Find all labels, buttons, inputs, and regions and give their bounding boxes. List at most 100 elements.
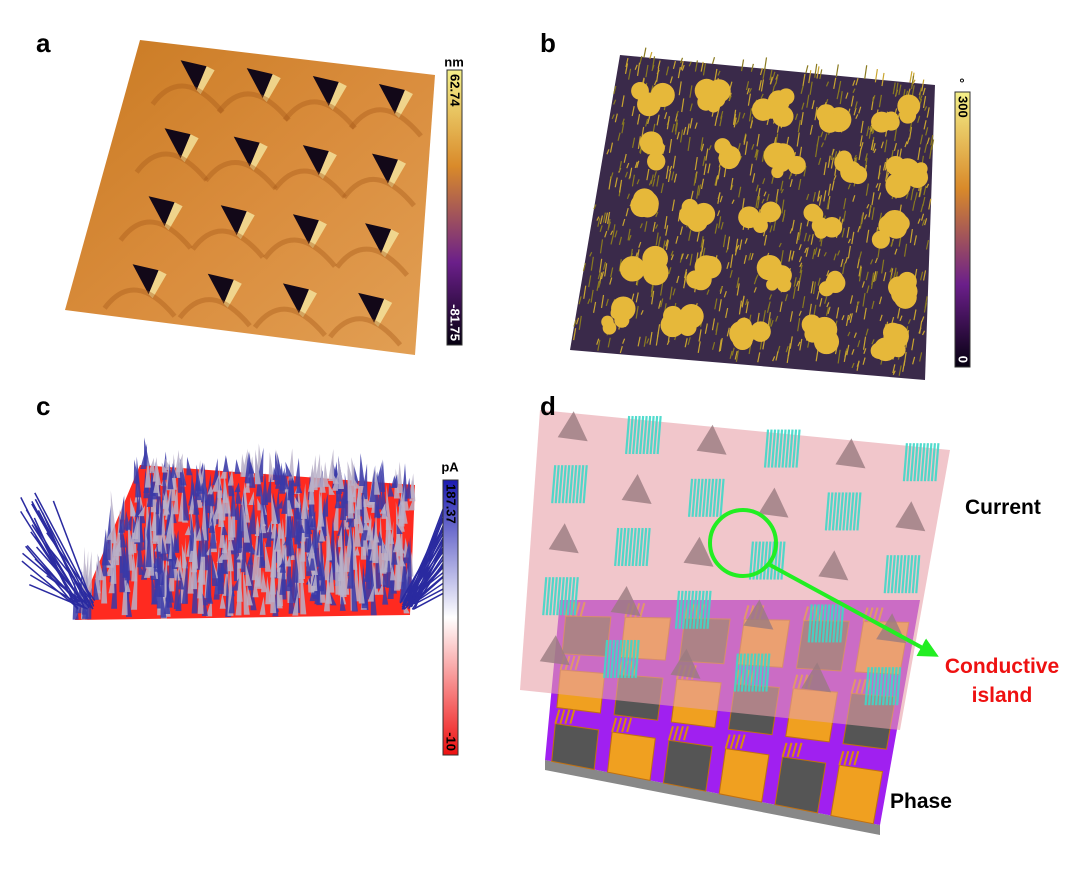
spike — [679, 129, 684, 143]
current-fin — [610, 639, 616, 679]
spike — [251, 520, 259, 581]
spike — [769, 76, 773, 85]
phase-fin — [667, 725, 674, 741]
current-fin — [632, 415, 638, 455]
spike — [685, 253, 689, 260]
blob — [899, 106, 917, 124]
current-fin — [737, 653, 743, 692]
current-fin — [835, 604, 841, 643]
spike — [163, 492, 170, 515]
phase-fin — [554, 709, 561, 724]
spike — [913, 235, 917, 246]
spike — [281, 489, 288, 514]
spike — [240, 525, 247, 573]
current-fin — [563, 577, 569, 616]
spike — [201, 591, 209, 606]
pit — [365, 223, 392, 254]
spike — [124, 510, 131, 530]
spike — [780, 180, 784, 191]
current-fin — [617, 639, 623, 679]
spike — [256, 540, 263, 589]
spike — [736, 283, 740, 296]
spike — [666, 116, 670, 130]
spike — [826, 270, 830, 277]
current-fin — [874, 667, 881, 706]
spike — [294, 457, 301, 487]
spike — [618, 161, 622, 172]
spike — [668, 267, 672, 275]
spike — [135, 456, 142, 498]
spike — [631, 174, 636, 187]
spike — [679, 226, 684, 235]
phase-block — [774, 756, 827, 814]
spike — [792, 286, 796, 299]
ridge — [148, 270, 167, 299]
spike — [665, 165, 669, 179]
spike — [173, 532, 180, 551]
spike — [665, 239, 669, 247]
spike — [205, 533, 212, 603]
spike — [649, 331, 653, 345]
ridge — [164, 202, 183, 231]
spike — [763, 234, 768, 246]
shade — [348, 107, 423, 138]
spike — [700, 61, 704, 72]
spike — [868, 205, 872, 212]
spike — [241, 448, 248, 477]
current-fin — [565, 465, 571, 504]
pyramid — [548, 523, 579, 554]
spike — [274, 450, 281, 485]
current-fin — [795, 429, 801, 468]
spike — [623, 153, 627, 163]
spike — [894, 127, 898, 142]
spike — [396, 461, 403, 494]
spike — [94, 560, 101, 594]
spike — [260, 504, 267, 534]
current-fin — [825, 604, 831, 643]
spike — [810, 281, 814, 294]
current-fin — [774, 429, 780, 468]
spike — [104, 505, 111, 561]
blob — [766, 278, 779, 291]
spike — [924, 106, 928, 111]
phase-block — [551, 723, 600, 771]
spike — [234, 459, 241, 474]
spike — [797, 341, 801, 347]
spike — [158, 565, 165, 598]
edge-spike — [29, 584, 86, 609]
spike — [924, 218, 928, 226]
spike — [858, 147, 862, 161]
spike — [287, 474, 294, 501]
blob — [642, 245, 668, 272]
spike — [285, 555, 292, 567]
spike — [889, 267, 893, 273]
blob — [647, 152, 666, 171]
current-fin — [559, 577, 565, 616]
spike — [365, 514, 372, 541]
spike — [184, 525, 191, 536]
spike — [820, 142, 824, 148]
spike — [871, 300, 875, 310]
spike — [222, 472, 229, 503]
spike — [743, 134, 747, 145]
spike — [152, 456, 159, 482]
spike — [367, 585, 374, 602]
spike — [684, 271, 688, 283]
blob — [870, 342, 888, 359]
spike — [319, 464, 326, 493]
spike — [910, 75, 915, 89]
spike — [797, 229, 802, 241]
spike — [739, 239, 743, 250]
edge-spike — [401, 517, 444, 606]
spike — [233, 539, 241, 582]
spike — [791, 250, 795, 261]
spike — [649, 51, 653, 60]
current-fin — [916, 443, 923, 482]
spike — [398, 484, 405, 527]
spike — [890, 240, 894, 247]
spike — [795, 232, 800, 244]
pit — [132, 264, 159, 295]
spike — [251, 544, 258, 555]
spike — [605, 298, 609, 307]
spike — [853, 154, 857, 160]
